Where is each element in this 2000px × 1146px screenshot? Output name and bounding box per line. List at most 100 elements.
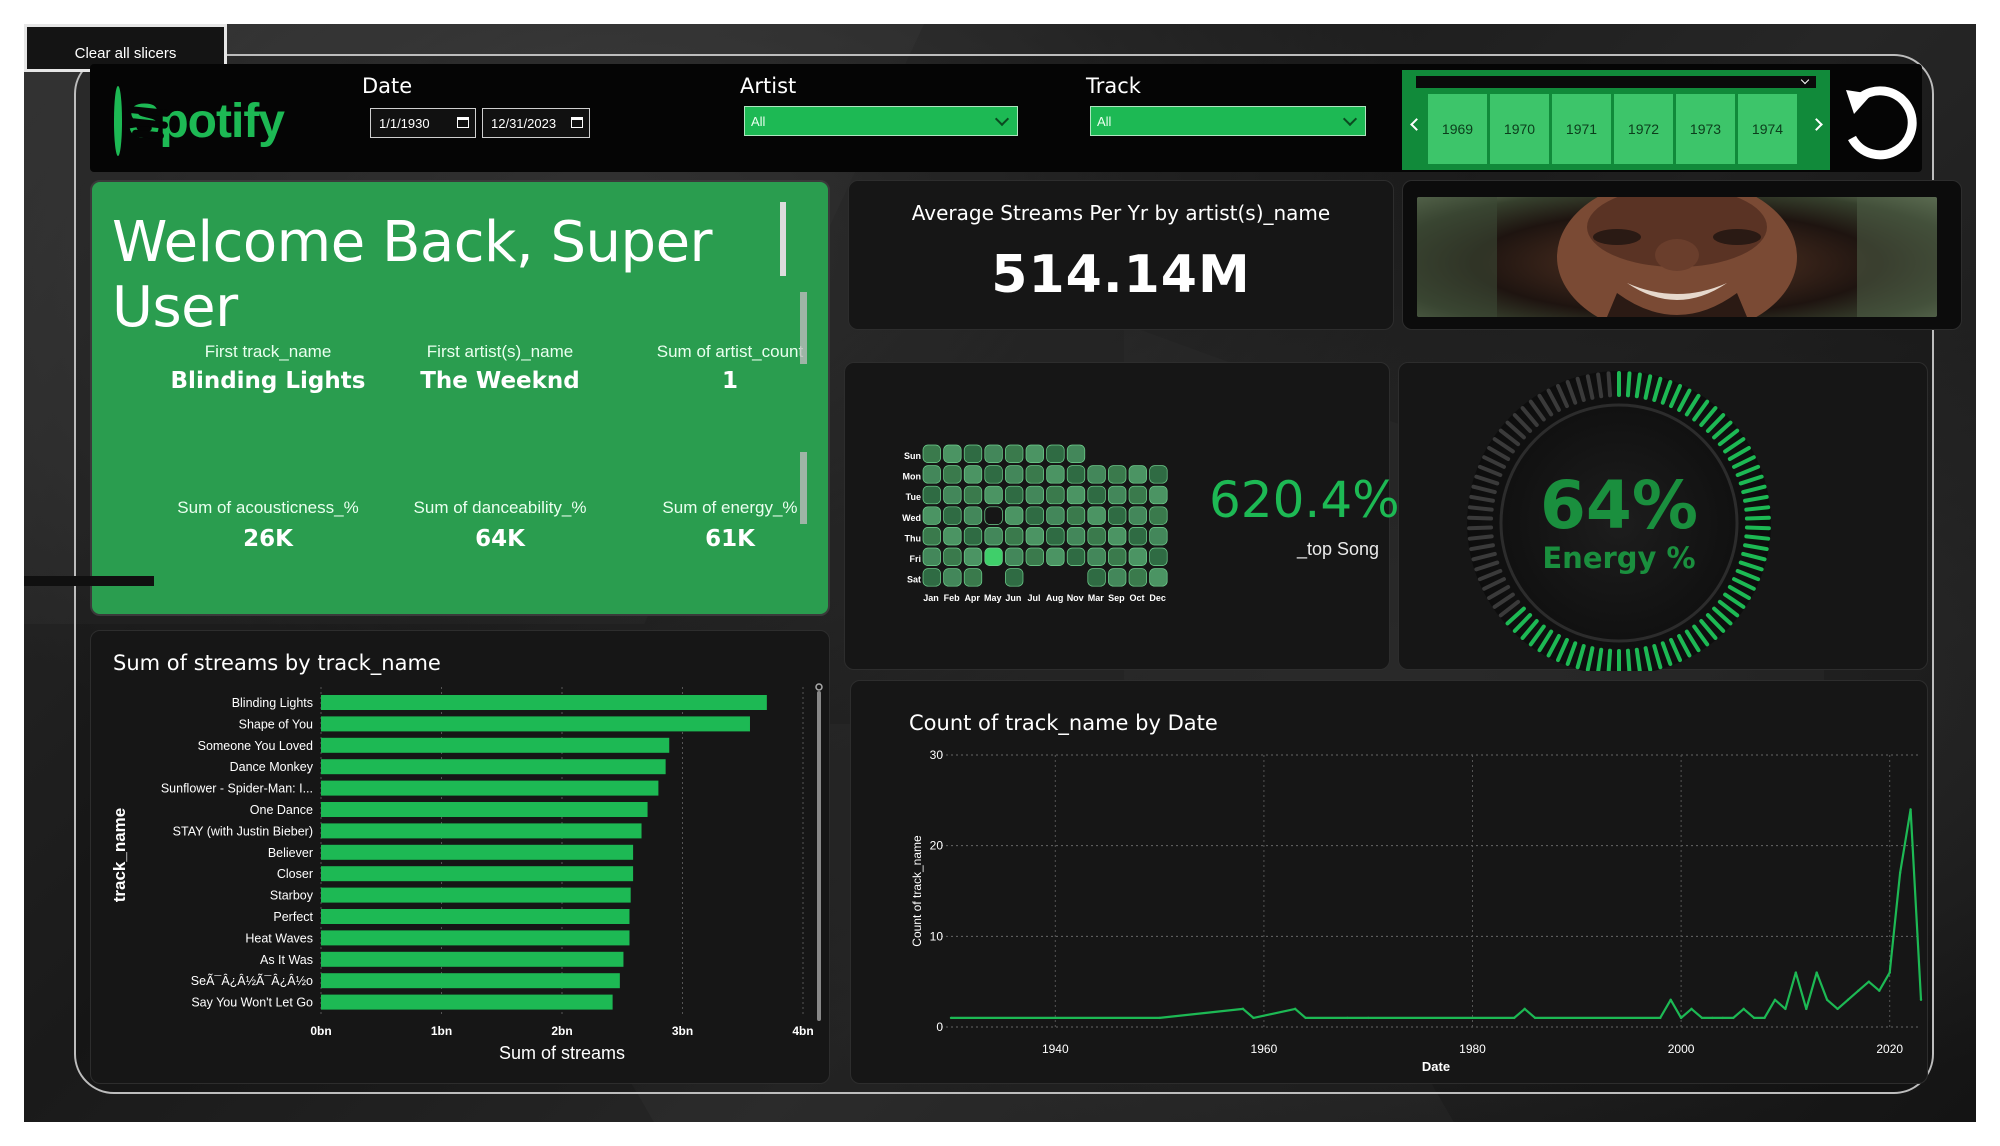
avg-streams-title: Average Streams Per Yr by artist(s)_name	[911, 201, 1331, 225]
year-tile[interactable]: 1973	[1676, 94, 1736, 164]
gauge-tick	[1738, 474, 1764, 486]
heatmap-cell	[1066, 465, 1086, 484]
divider	[24, 576, 154, 586]
gauge-tick	[1634, 647, 1642, 674]
year-slicer: 1969 1970 1971 1972 1973 1974	[1402, 70, 1830, 170]
calendar-icon[interactable]	[457, 117, 469, 128]
heatmap-cell	[1149, 527, 1168, 546]
year-tile[interactable]: 1974	[1738, 94, 1798, 164]
year-tile[interactable]: 1972	[1614, 94, 1674, 164]
gauge-tick	[1528, 624, 1546, 647]
scrollbar	[817, 691, 821, 1021]
x-tick-label: 1960	[1251, 1042, 1278, 1056]
gauge-tick	[1520, 619, 1539, 640]
track-dropdown-value: All	[1097, 113, 1112, 129]
x-tick-label: 1bn	[431, 1024, 452, 1038]
heatmap-cell	[1046, 465, 1065, 484]
day-label: Fri	[909, 554, 921, 564]
gauge-tick	[1555, 637, 1569, 663]
day-label: Mon	[903, 472, 922, 482]
gauge-tick	[1677, 388, 1692, 412]
data-point	[1794, 971, 1798, 974]
gauge-tick	[1625, 371, 1632, 398]
data-point	[1669, 998, 1672, 1001]
category-label: Dance Monkey	[230, 760, 314, 774]
month-label: Feb	[944, 593, 961, 603]
category-label: Blinding Lights	[232, 696, 313, 710]
heatmap-cell	[1066, 506, 1086, 525]
year-tile[interactable]: 1971	[1552, 94, 1612, 164]
gauge-background	[1467, 371, 1771, 675]
year-slicer-header[interactable]	[1416, 76, 1816, 88]
heatmap-cell	[1128, 485, 1147, 505]
reset-icon[interactable]	[1838, 80, 1922, 164]
gauge-tick	[1471, 484, 1497, 495]
data-point	[1825, 998, 1829, 1001]
heatmap-cell	[984, 465, 1003, 484]
track-slicer-title: Track	[1086, 74, 1141, 98]
gauge-tick	[1498, 428, 1521, 447]
gauge-tick	[1723, 437, 1746, 454]
data-point	[1158, 1016, 1161, 1020]
spotify-logo: Spotify	[114, 74, 285, 168]
calendar-icon[interactable]	[571, 117, 583, 128]
gauge-tick	[1474, 560, 1500, 572]
track-dropdown[interactable]: All	[1090, 106, 1366, 136]
heatmap-cell	[1128, 547, 1147, 566]
heatmap-cell	[922, 568, 941, 587]
date-end-input[interactable]: 12/31/2023	[482, 108, 590, 138]
gauge-tick	[1546, 388, 1561, 412]
gauge-tick	[1555, 383, 1569, 409]
data-point	[1784, 1007, 1787, 1011]
heatmap-cell	[984, 547, 1003, 566]
gauge-tick	[1705, 613, 1726, 633]
bar	[321, 887, 631, 903]
artist-dropdown[interactable]: All	[744, 106, 1018, 136]
heatmap-cell	[1108, 527, 1127, 546]
gauge-tick	[1474, 474, 1500, 486]
heatmap-cell	[1025, 547, 1044, 566]
day-label: Sun	[904, 451, 921, 461]
chevron-right-icon[interactable]	[1810, 118, 1823, 131]
x-tick-label: 0bn	[310, 1024, 331, 1038]
kpi-label: Sum of danceability_%	[413, 498, 587, 517]
date-start-input[interactable]: 1/1/1930	[370, 108, 476, 138]
heatmap-cell	[1046, 547, 1065, 566]
heatmap-cell	[1149, 485, 1168, 505]
data-point	[1700, 1016, 1704, 1020]
heatmap-cell	[922, 485, 941, 505]
data-point	[1711, 1016, 1714, 1020]
gauge-tick	[1744, 505, 1771, 512]
kpi-label: Sum of artist_count	[656, 342, 804, 361]
gauge-tick	[1744, 534, 1771, 541]
bar	[321, 823, 642, 839]
heatmap-cell	[1108, 568, 1127, 587]
scrollbar[interactable]	[800, 452, 807, 524]
gauge-tick	[1492, 437, 1515, 454]
x-tick-label: 1980	[1459, 1042, 1486, 1056]
chevron-left-icon[interactable]	[1410, 118, 1423, 131]
y-tick-label: 0	[936, 1020, 943, 1034]
bar	[321, 716, 750, 732]
gauge-tick	[1699, 406, 1718, 427]
heatmap-cell	[1087, 568, 1106, 587]
heatmap-cell	[1108, 485, 1127, 505]
gauge-tick	[1727, 446, 1751, 461]
heatmap-cell	[1025, 506, 1044, 525]
bar	[321, 737, 670, 753]
day-label: Thu	[905, 533, 922, 543]
gauge-tick	[1575, 644, 1586, 670]
gauge-tick	[1744, 525, 1771, 531]
heatmap-cell	[1149, 506, 1168, 525]
category-label: Say You Won't Let Go	[191, 996, 313, 1010]
year-tile[interactable]: 1970	[1490, 94, 1550, 164]
year-tile[interactable]: 1969	[1428, 94, 1488, 164]
chevron-down-icon	[994, 111, 1010, 127]
gauge-tick	[1735, 568, 1761, 582]
gauge-tick	[1467, 515, 1494, 521]
kpi-value: 1	[721, 368, 738, 394]
heatmap-cell	[1087, 547, 1106, 566]
data-point	[1857, 989, 1860, 992]
data-point	[1679, 1016, 1683, 1020]
scrollbar[interactable]	[800, 292, 807, 364]
